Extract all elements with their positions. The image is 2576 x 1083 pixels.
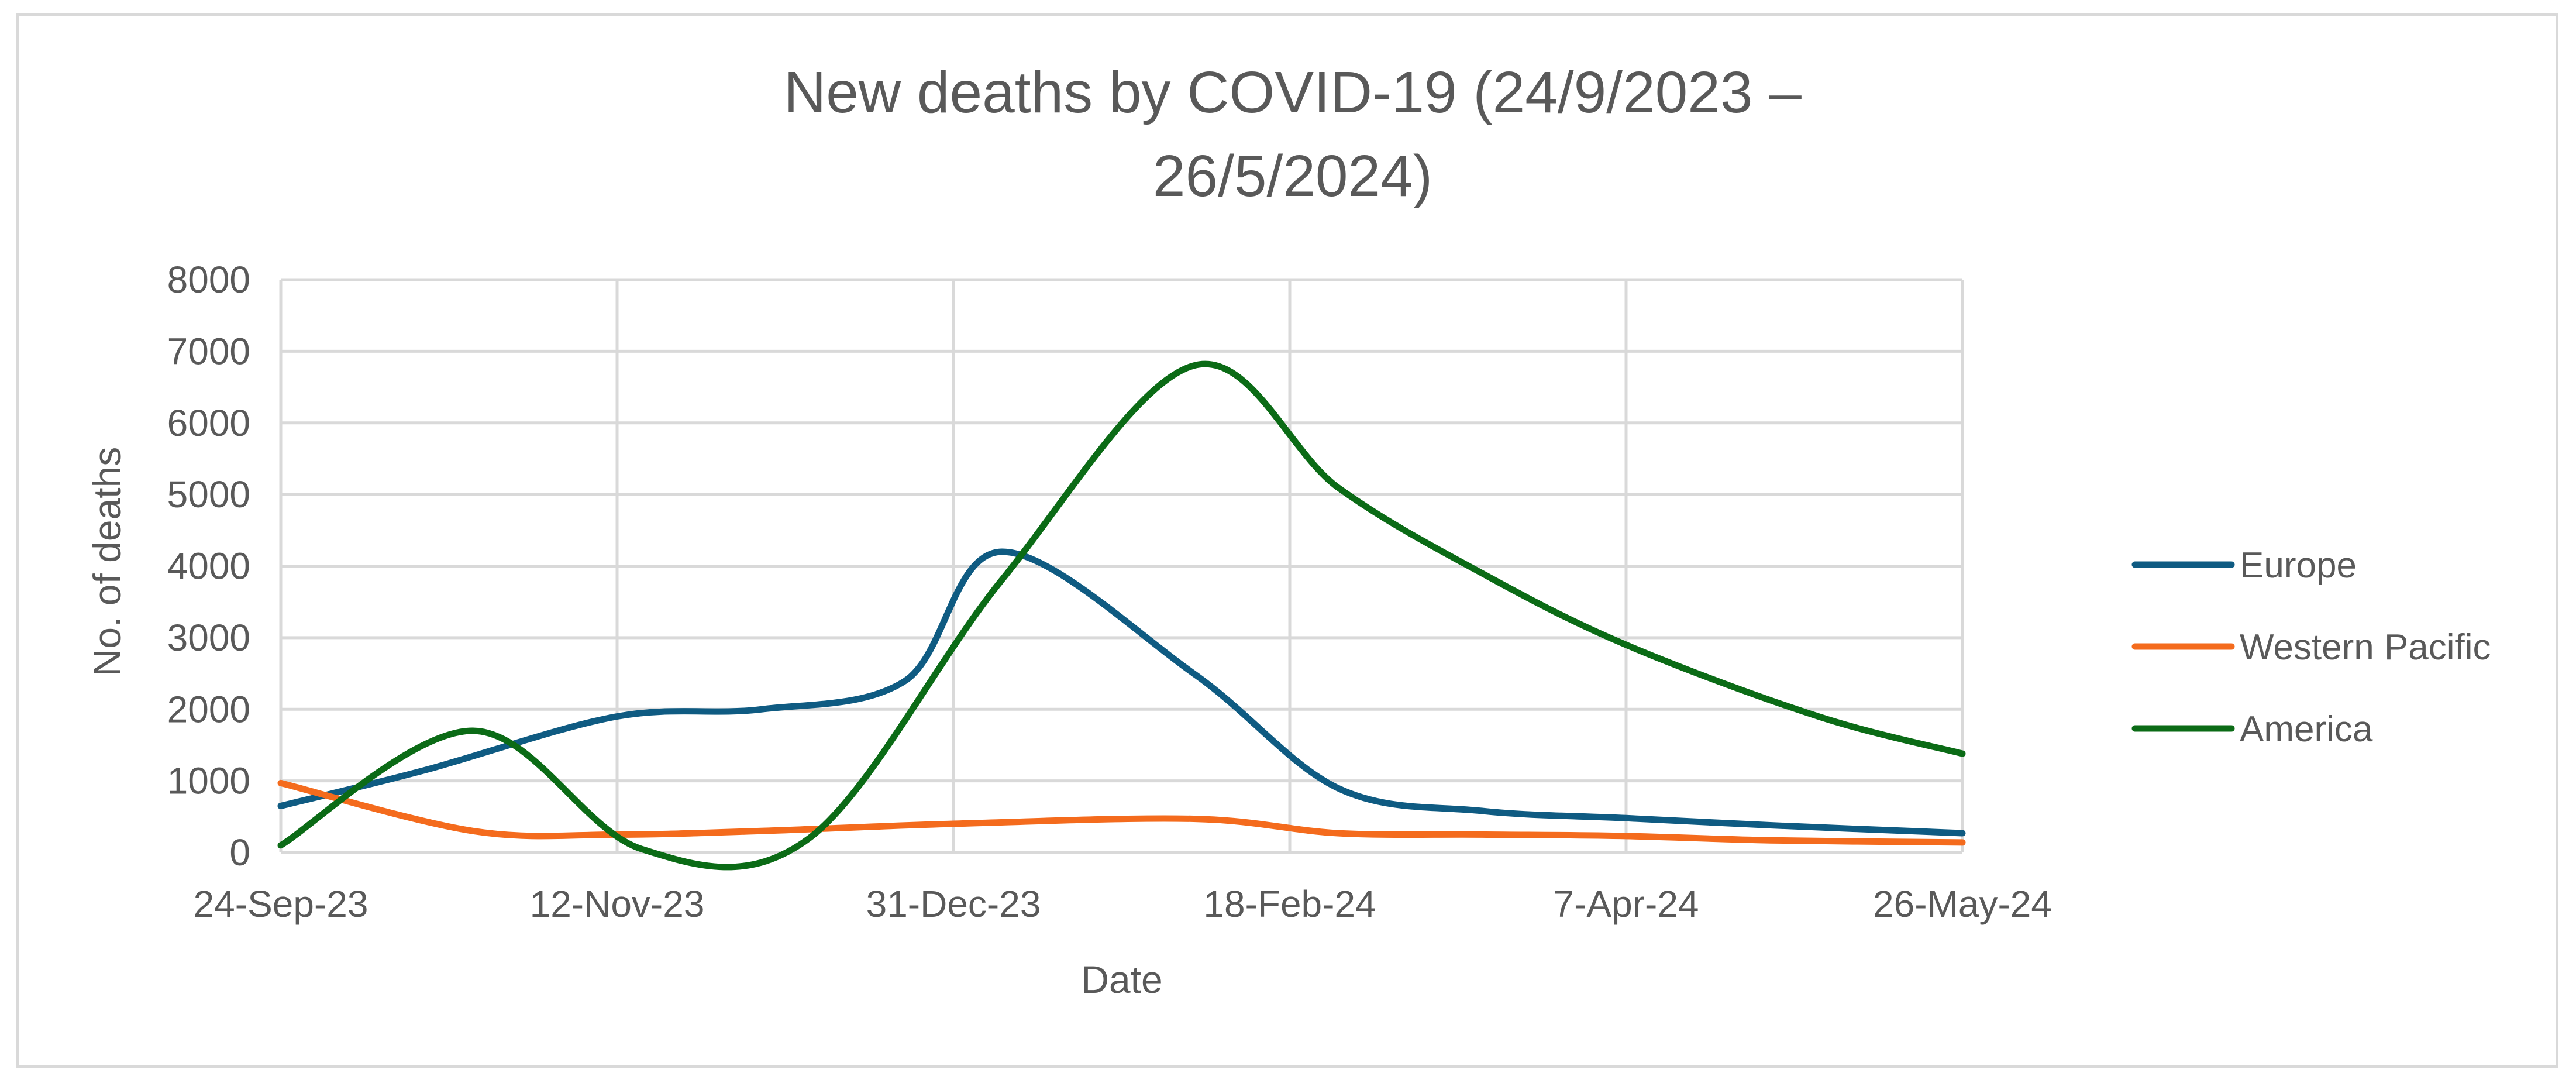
y-tick-label-8: 8000 — [167, 259, 250, 301]
series-line-america — [277, 360, 1966, 871]
series-line-western-pacific — [277, 779, 1966, 846]
y-axis-ticks: 0 1000 2000 3000 4000 5000 6000 7000 8000 — [167, 259, 250, 874]
y-tick-label-6: 6000 — [167, 402, 250, 444]
x-tick-label-0: 24-Sep-23 — [194, 883, 369, 925]
x-tick-label-4: 7-Apr-24 — [1554, 883, 1699, 925]
series-lines — [277, 360, 1966, 871]
chart-title-line-2: 26/5/2024) — [1153, 143, 1432, 209]
x-tick-label-1: 12-Nov-23 — [530, 883, 705, 925]
y-tick-label-5: 5000 — [167, 473, 250, 515]
series-line-europe — [277, 548, 1966, 837]
legend: Europe Western Pacific America — [2131, 545, 2491, 749]
y-tick-label-2: 2000 — [167, 688, 250, 730]
y-tick-label-1: 1000 — [167, 760, 250, 802]
chart-title-line-1: New deaths by COVID-19 (24/9/2023 – — [784, 60, 1802, 125]
y-tick-label-0: 0 — [229, 831, 250, 874]
y-axis-title: No. of deaths — [85, 447, 129, 677]
x-axis-title: Date — [1081, 958, 1162, 1001]
x-tick-label-5: 26-May-24 — [1873, 883, 2052, 925]
y-tick-label-4: 4000 — [167, 545, 250, 587]
y-tick-label-7: 7000 — [167, 330, 250, 372]
chart-title: New deaths by COVID-19 (24/9/2023 – 26/5… — [784, 60, 1802, 209]
gridlines — [279, 278, 1964, 854]
y-tick-label-3: 3000 — [167, 617, 250, 659]
chart-frame — [16, 13, 2558, 1068]
x-axis-ticks: 24-Sep-23 12-Nov-23 31-Dec-23 18-Feb-24 7-Ap… — [194, 883, 2052, 925]
x-tick-label-2: 31-Dec-23 — [866, 883, 1041, 925]
legend-label-western-pacific: Western Pacific — [2240, 627, 2491, 668]
x-tick-label-3: 18-Feb-24 — [1203, 883, 1376, 925]
legend-label-america: America — [2240, 709, 2373, 749]
legend-label-europe: Europe — [2240, 545, 2357, 586]
